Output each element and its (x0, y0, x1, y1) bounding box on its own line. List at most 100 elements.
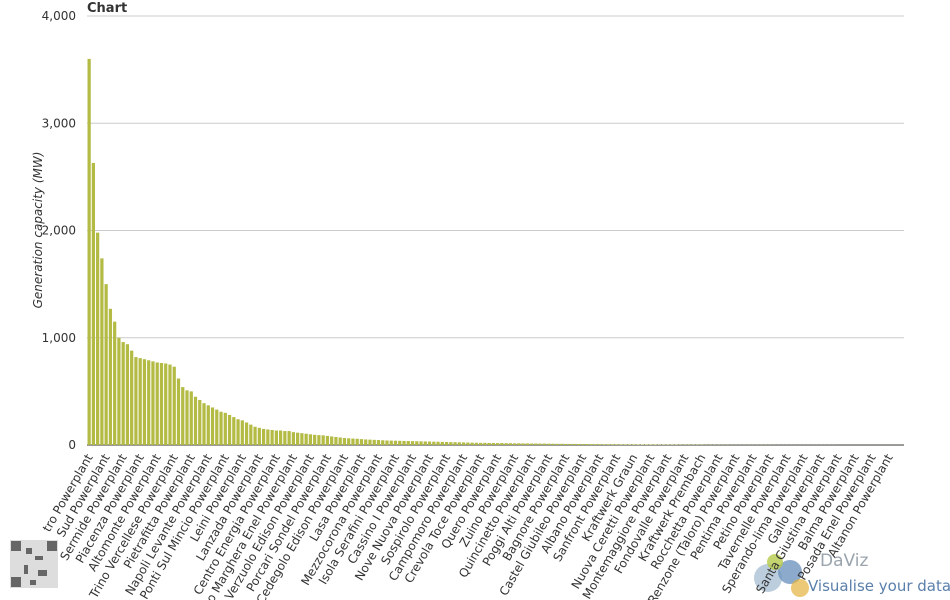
bar (296, 432, 300, 445)
bar (487, 442, 491, 445)
y-tick-label: 1,000 (42, 331, 76, 345)
bar (381, 440, 385, 445)
logo-icon (754, 554, 809, 597)
bar (419, 441, 423, 445)
bar (478, 442, 483, 445)
bar (649, 444, 653, 445)
bar (287, 431, 291, 445)
bar (189, 391, 193, 445)
bar (249, 424, 253, 445)
bar (155, 362, 159, 445)
bar (172, 366, 176, 445)
bar (627, 444, 632, 445)
bar (104, 284, 108, 445)
bar (91, 162, 95, 445)
bar (474, 442, 478, 445)
bar (351, 438, 355, 445)
y-tick-label: 4,000 (42, 9, 76, 23)
bar (606, 444, 610, 445)
y-tick-label: 3,000 (42, 116, 76, 130)
bar (142, 359, 147, 445)
bar (253, 426, 257, 445)
bar (444, 441, 449, 445)
bar (317, 435, 321, 445)
bar (491, 442, 495, 445)
bar (406, 441, 410, 445)
bar (308, 434, 313, 445)
bar (325, 435, 330, 445)
bar (632, 444, 636, 445)
bar (219, 411, 223, 445)
bar (257, 427, 261, 445)
bar (542, 443, 547, 445)
logo-name: DaViz (820, 551, 868, 571)
bar (610, 444, 615, 445)
chart-title: Chart (87, 1, 127, 16)
bar (138, 358, 142, 445)
bar (436, 441, 440, 445)
bar (364, 439, 368, 445)
bar (619, 444, 623, 445)
bar (193, 396, 198, 445)
bar (334, 436, 338, 445)
bar (198, 399, 202, 445)
bar (653, 444, 657, 445)
bar (359, 439, 364, 445)
bar (338, 437, 342, 445)
bar (134, 357, 138, 445)
bar (376, 440, 381, 445)
bar (87, 58, 91, 446)
bar (636, 444, 640, 445)
bar (304, 433, 308, 445)
bar (415, 441, 419, 445)
bar (449, 442, 453, 445)
bar (547, 443, 551, 445)
bar (615, 444, 619, 445)
bar (432, 441, 436, 445)
bar (564, 443, 568, 445)
bar (640, 444, 644, 445)
bar (300, 433, 304, 445)
bar (347, 438, 351, 445)
bar (440, 441, 444, 445)
bar (423, 441, 427, 445)
bar (559, 443, 564, 445)
bar (100, 258, 104, 445)
y-tick-label: 2,000 (42, 224, 76, 238)
bar (372, 439, 376, 445)
bar (113, 321, 117, 445)
bar (261, 428, 266, 445)
bar (555, 443, 559, 445)
bar (500, 443, 504, 445)
bar (623, 444, 627, 445)
bar (461, 442, 466, 445)
bar (236, 419, 240, 445)
bar (534, 443, 538, 445)
bar (513, 443, 517, 445)
bar (581, 444, 585, 445)
bar (291, 432, 295, 445)
bar (393, 440, 398, 445)
bar (585, 444, 589, 445)
bar (593, 444, 598, 445)
bar (202, 403, 206, 445)
bar (496, 443, 500, 445)
bar (185, 390, 189, 445)
bar (602, 444, 606, 445)
bar (530, 443, 534, 445)
bar (121, 342, 125, 445)
bar (244, 422, 249, 445)
bar (159, 362, 164, 445)
bar (330, 436, 334, 445)
bar (108, 308, 113, 445)
bar (278, 430, 283, 445)
bar (483, 442, 487, 445)
bar (644, 444, 649, 445)
bar (206, 405, 210, 445)
bar (457, 442, 461, 445)
y-tick-label: 0 (68, 438, 76, 452)
bar (266, 429, 270, 445)
bar (130, 350, 134, 445)
bar (576, 444, 581, 445)
